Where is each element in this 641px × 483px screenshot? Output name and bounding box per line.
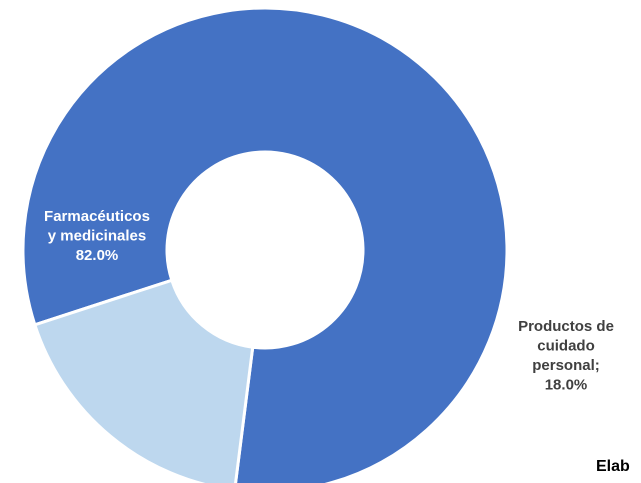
slice-labels: Farmacéuticos y medicinales 82.0% Productos… <box>44 208 614 394</box>
slice-label-line: Productos de <box>518 318 614 335</box>
slice-label-line: Farmacéuticos <box>44 208 150 225</box>
slice-label-line: 18.0% <box>545 377 588 394</box>
donut-slice-2 <box>32 278 255 483</box>
slice-label-1: Farmacéuticos y medicinales 82.0% <box>44 208 150 264</box>
donut-slice-1 <box>21 6 509 483</box>
source-footnote: Elab <box>596 458 630 475</box>
slice-label-line: 82.0% <box>76 247 119 264</box>
slice-label-line: y medicinales <box>48 228 146 245</box>
slice-label-line: personal; <box>532 357 600 374</box>
slice-label-2: Productos de cuidado personal; 18.0% <box>518 318 614 394</box>
donut-slices <box>21 6 509 483</box>
slice-label-line: cuidado <box>537 338 595 355</box>
